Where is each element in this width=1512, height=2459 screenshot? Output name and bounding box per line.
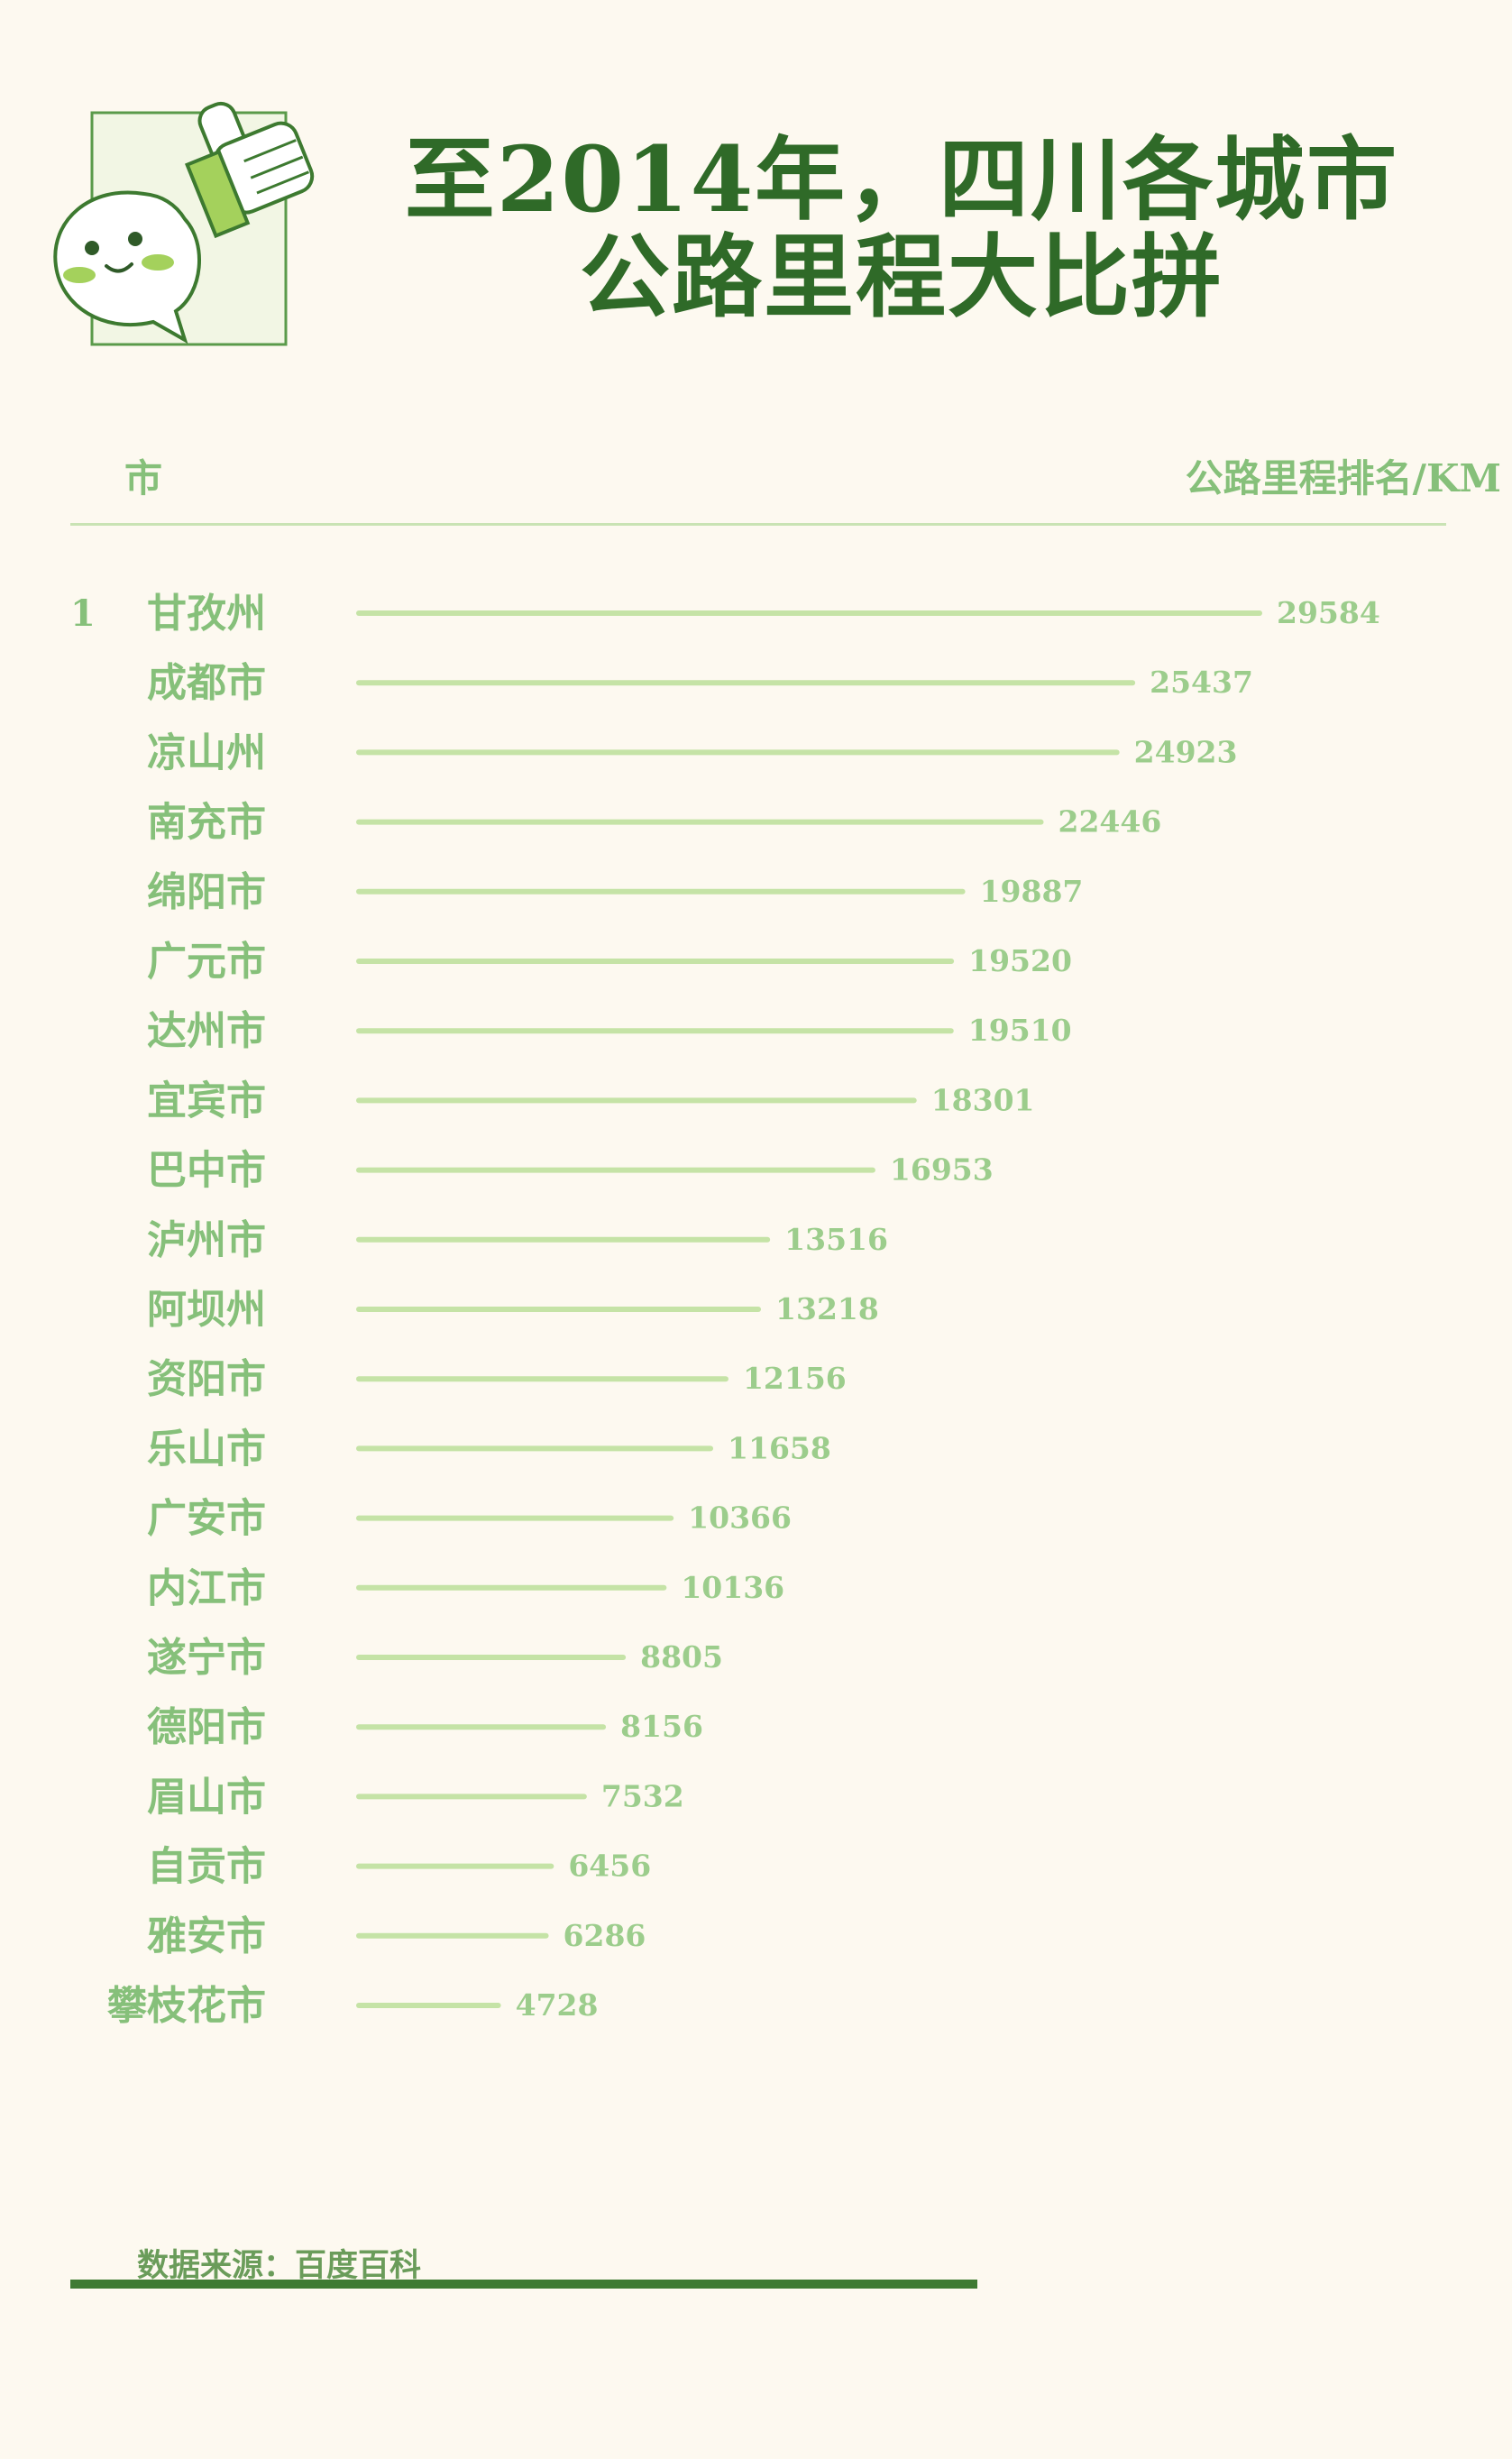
mileage-bar <box>356 1236 771 1243</box>
value-label: 29584 <box>1277 595 1380 630</box>
city-label: 南充市 <box>147 800 266 846</box>
thumbs-up-mascot-icon <box>53 101 315 346</box>
city-label: 自贡市 <box>147 1844 266 1890</box>
mileage-bar <box>356 610 1262 616</box>
mileage-bar <box>356 2003 501 2008</box>
footer-divider <box>70 2280 977 2289</box>
mileage-bar <box>356 1097 917 1104</box>
mileage-bar <box>356 819 1044 825</box>
city-label: 广元市 <box>147 939 266 985</box>
value-label: 4728 <box>516 1987 599 2023</box>
mileage-bar <box>356 1515 674 1521</box>
city-label: 达州市 <box>147 1008 266 1054</box>
city-label: 成都市 <box>147 660 266 706</box>
mileage-bar <box>356 749 1120 756</box>
city-label: 宜宾市 <box>147 1078 266 1124</box>
mileage-column-header: 公路里程排名/KM <box>1185 456 1501 500</box>
mileage-bar <box>356 1584 667 1591</box>
city-label: 甘孜州 <box>147 591 266 637</box>
value-label: 18301 <box>931 1082 1035 1117</box>
mileage-bar <box>356 1376 729 1382</box>
value-label: 6456 <box>568 1849 651 1884</box>
value-label: 8805 <box>640 1639 723 1675</box>
mileage-bar <box>356 680 1136 686</box>
value-label: 13516 <box>784 1222 888 1257</box>
mileage-bar <box>356 888 966 895</box>
value-label: 6286 <box>564 1918 646 1953</box>
page-title: 至2014年，四川各城市 公路里程大比拼 <box>361 131 1443 326</box>
mileage-bar <box>356 1794 587 1800</box>
mileage-bar <box>356 1028 954 1034</box>
value-label: 19887 <box>980 874 1084 909</box>
mileage-bar <box>356 1724 607 1730</box>
city-label: 凉山州 <box>147 729 266 775</box>
city-label: 泸州市 <box>147 1217 266 1263</box>
city-label: 乐山市 <box>147 1426 266 1472</box>
city-column-header: 市 <box>124 456 163 500</box>
mileage-bar <box>356 1307 762 1312</box>
value-label: 19510 <box>968 1013 1072 1048</box>
data-source: 数据来源：百度百科 <box>137 2248 422 2284</box>
city-label: 内江市 <box>147 1565 266 1611</box>
value-label: 16953 <box>890 1152 994 1188</box>
city-label: 攀枝花市 <box>106 1983 266 2029</box>
city-label: 广安市 <box>147 1496 266 1542</box>
city-label: 巴中市 <box>147 1148 266 1194</box>
city-label: 资阳市 <box>147 1356 266 1402</box>
mileage-bar <box>356 959 955 964</box>
value-label: 22446 <box>1058 804 1162 840</box>
mileage-bar <box>356 1863 554 1869</box>
city-label: 雅安市 <box>147 1913 266 1959</box>
mileage-bar <box>356 1445 714 1452</box>
city-label: 遂宁市 <box>147 1635 266 1681</box>
value-label: 12156 <box>743 1361 847 1396</box>
city-label: 眉山市 <box>147 1774 266 1820</box>
mileage-bar <box>356 1167 875 1173</box>
mileage-bar <box>356 1655 627 1660</box>
value-label: 7532 <box>601 1778 684 1813</box>
rank-label: 1 <box>70 592 96 635</box>
title-line-1: 至2014年，四川各城市 <box>404 126 1399 233</box>
value-label: 10136 <box>681 1570 784 1605</box>
value-label: 11658 <box>728 1430 831 1465</box>
mileage-bar <box>356 1932 549 1939</box>
value-label: 10366 <box>688 1500 792 1536</box>
value-label: 8156 <box>620 1709 703 1744</box>
city-label: 德阳市 <box>147 1704 266 1750</box>
value-label: 19520 <box>968 943 1072 978</box>
header-divider <box>70 523 1446 526</box>
city-label: 阿坝州 <box>147 1287 266 1333</box>
value-label: 24923 <box>1134 734 1238 769</box>
title-line-2: 公路里程大比拼 <box>580 224 1223 330</box>
city-label: 绵阳市 <box>147 869 266 915</box>
value-label: 25437 <box>1150 665 1253 700</box>
value-label: 13218 <box>775 1291 879 1326</box>
